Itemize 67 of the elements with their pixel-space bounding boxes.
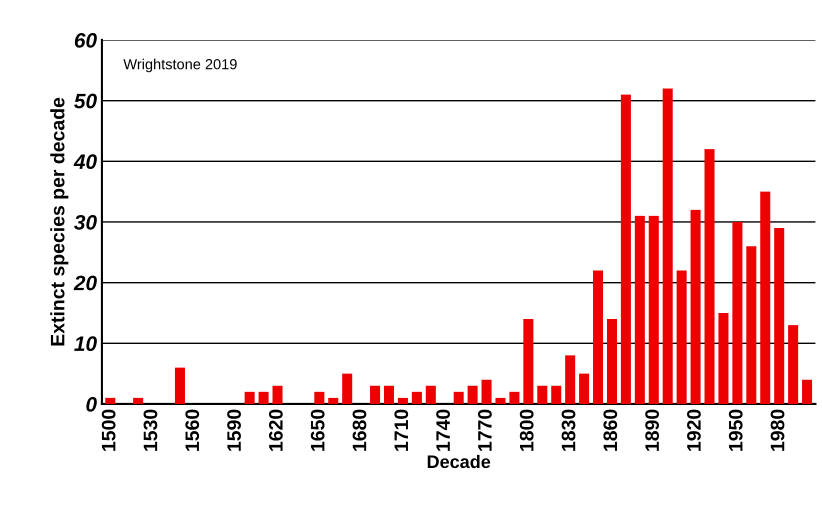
bar [398,398,408,404]
bar [342,374,352,404]
x-tick-label: 1740 [436,410,450,451]
y-tick-label: 60 [74,32,97,48]
bar [174,368,185,404]
bar [551,386,562,404]
bar [523,319,534,404]
x-tick-label: 1800 [520,410,534,451]
bar [746,246,756,404]
x-tick-label: 1890 [645,410,659,451]
bar [314,392,324,404]
y-axis-title: Extinct species per decade [50,98,68,346]
y-tick-label: 10 [74,336,97,352]
bar [426,386,436,404]
bar [732,222,742,404]
bar [606,319,617,404]
bar [384,386,394,404]
bar [662,88,673,404]
x-tick-label: 1650 [310,410,325,451]
annotation: Wrightstone 2019 [123,58,237,72]
bar [468,386,478,404]
y-tick-label: 30 [74,214,97,230]
x-tick-label: 1950 [728,410,743,451]
y-tick-label: 20 [74,276,97,290]
bar [760,192,770,404]
bar [509,392,520,404]
bar [328,398,338,404]
x-tick-label: 1770 [478,410,492,451]
y-tick-label: 40 [74,154,97,170]
bar [676,270,687,404]
bar [133,398,144,404]
bar [802,380,812,404]
y-tick-label: 0 [86,396,97,412]
bar [634,216,645,404]
bar [620,94,631,404]
x-tick-label: 1620 [268,410,283,451]
x-tick-label: 1980 [770,410,784,451]
bar [272,386,283,404]
bar [788,325,798,404]
x-tick-label: 1830 [562,410,576,451]
x-tick-label: 1710 [394,410,408,451]
bar [412,392,422,404]
y-tick-label: 50 [74,94,97,108]
bar [454,392,464,404]
bar [537,386,548,404]
bar [593,270,604,404]
bar [579,374,590,404]
x-tick-label: 1590 [227,410,241,451]
bar [704,149,715,404]
x-tick-label: 1500 [102,410,116,451]
x-tick-label: 1560 [185,410,200,451]
x-axis-title: Decade [428,454,490,468]
bar [370,386,380,404]
bar [482,380,492,404]
x-tick-label: 1680 [352,410,366,451]
bar [258,392,269,404]
bar [565,355,576,404]
bar [495,398,506,404]
bar [718,312,728,404]
x-tick-label: 1860 [603,410,618,451]
bar [648,216,659,404]
x-tick-label: 1530 [144,410,158,451]
bar [690,210,701,404]
bar [244,392,255,404]
bar [105,398,116,404]
bar [774,228,784,404]
x-tick-label: 1920 [687,410,701,451]
